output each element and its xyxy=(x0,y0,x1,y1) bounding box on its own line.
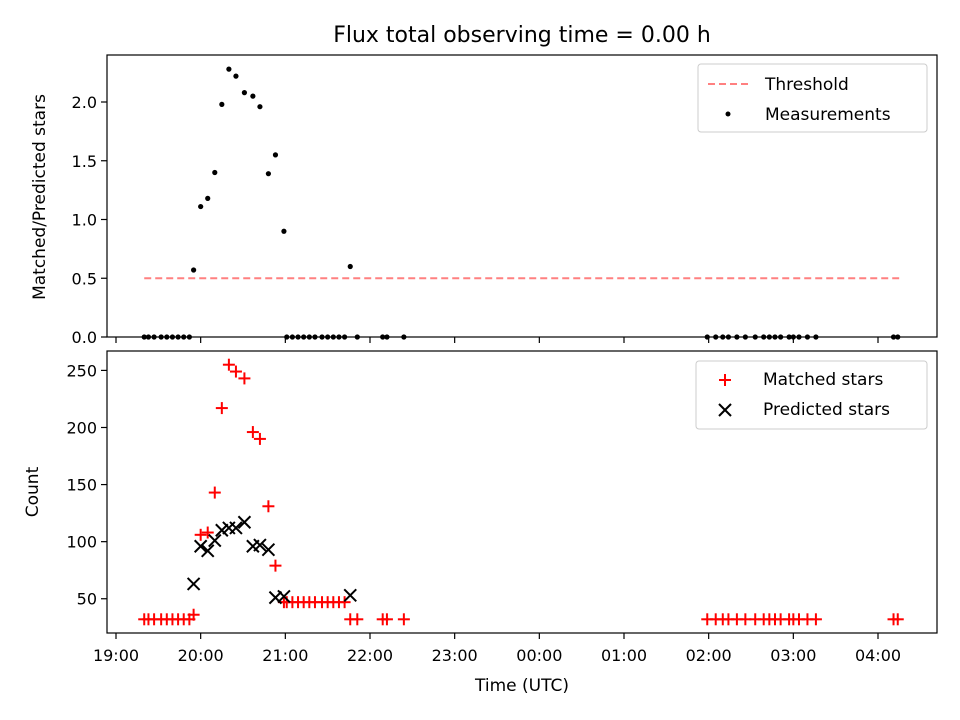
bottom-xtick-label: 22:00 xyxy=(347,646,393,665)
bottom-axes-frame xyxy=(106,350,938,634)
predicted-star-point xyxy=(208,533,222,548)
bottom-legend: Matched stars Predicted stars xyxy=(695,360,928,430)
measurement-point xyxy=(212,169,218,176)
bottom-xtick-label: 02:00 xyxy=(686,646,732,665)
bottom-xtick-label: 19:00 xyxy=(93,646,139,665)
top-ytick-label: 0.0 xyxy=(72,328,97,347)
matched-star-point xyxy=(246,426,259,439)
matched-star-point xyxy=(194,528,207,541)
measurement-point xyxy=(226,66,232,72)
threshold-legend-label: Threshold xyxy=(764,75,849,95)
predicted-legend-swatch xyxy=(718,403,732,417)
measurement-point xyxy=(272,152,279,158)
bottom-ytick-label: 250 xyxy=(66,361,97,380)
bottom-x-ticks: 19:00 20:00 21:00 22:00 23:00 00:00 01:00 02:00… xyxy=(93,633,901,665)
measurement-point xyxy=(205,195,211,201)
predicted-star-point xyxy=(261,542,276,557)
predicted-star-point xyxy=(229,521,243,535)
predicted-star-point xyxy=(277,589,291,604)
bottom-xtick-label: 04:00 xyxy=(855,646,901,665)
measurement-point xyxy=(281,228,287,234)
measurement-point xyxy=(265,171,271,177)
matched-star-point xyxy=(351,613,364,626)
predicted-star-point xyxy=(237,515,252,529)
measurement-point xyxy=(241,90,248,96)
matched-star-point xyxy=(380,613,393,626)
measurement-point xyxy=(191,267,197,273)
top-ytick-label: 1.0 xyxy=(72,211,97,230)
measurement-point xyxy=(347,263,353,270)
matched-legend-label: Matched stars xyxy=(763,370,883,390)
matched-star-point xyxy=(269,559,282,572)
measurement-point xyxy=(233,73,239,79)
bottom-xtick-label: 01:00 xyxy=(601,646,647,665)
top-plot-marks xyxy=(141,66,901,340)
bottom-xtick-label: 21:00 xyxy=(262,646,308,665)
predicted-star-point xyxy=(186,577,201,591)
matched-star-point xyxy=(229,365,242,378)
top-legend: Threshold Measurements xyxy=(697,63,928,133)
bottom-xtick-label: 23:00 xyxy=(432,646,478,665)
matched-star-point xyxy=(222,358,235,371)
matched-star-point xyxy=(891,613,904,626)
measurements-legend-swatch xyxy=(725,111,731,117)
count-panel: Count Time (UTC) 50 100 150 200 250 19:00 20:… xyxy=(23,350,938,696)
top-ytick-label: 1.5 xyxy=(72,152,97,171)
top-y-ticks: 0.0 0.5 1.0 1.5 2.0 xyxy=(72,93,107,347)
matched-star-point xyxy=(397,613,410,626)
bottom-ytick-label: 50 xyxy=(77,590,97,609)
measurements-legend-label: Measurements xyxy=(765,105,891,125)
top-axes-frame xyxy=(106,54,938,338)
matched-star-point xyxy=(215,402,228,415)
bottom-ytick-label: 150 xyxy=(66,476,97,495)
matched-legend-swatch xyxy=(719,374,731,386)
predicted-legend-label: Predicted stars xyxy=(763,400,890,420)
predicted-star-point xyxy=(201,544,215,558)
bottom-plot-marks xyxy=(138,358,904,626)
bottom-xlabel: Time (UTC) xyxy=(474,676,569,696)
matched-star-point xyxy=(238,372,251,385)
bottom-xtick-label: 03:00 xyxy=(770,646,816,665)
bottom-ytick-label: 200 xyxy=(66,418,97,437)
measurement-point xyxy=(198,203,204,210)
bottom-ytick-label: 100 xyxy=(66,533,97,552)
matched-star-point xyxy=(187,608,200,621)
bottom-ylabel: Count xyxy=(23,466,43,517)
predicted-star-point xyxy=(343,588,357,603)
bottom-xtick-label: 00:00 xyxy=(516,646,562,665)
matched-star-point xyxy=(262,500,275,513)
ratio-panel: Flux total observing time = 0.00 h Match… xyxy=(30,23,938,347)
chart-title: Flux total observing time = 0.00 h xyxy=(333,23,711,48)
matched-star-point xyxy=(253,432,266,445)
top-legend-box xyxy=(697,63,928,133)
matched-star-point xyxy=(338,596,351,609)
bottom-y-ticks: 50 100 150 200 250 xyxy=(66,361,107,609)
top-ytick-label: 0.5 xyxy=(72,269,97,288)
bottom-xtick-label: 20:00 xyxy=(178,646,224,665)
measurement-point xyxy=(257,104,263,110)
bottom-legend-box xyxy=(695,360,928,430)
measurement-point xyxy=(219,101,225,107)
top-x-ticks xyxy=(115,337,879,343)
matched-star-point xyxy=(208,486,221,499)
matched-star-point xyxy=(201,526,214,539)
predicted-star-point xyxy=(193,539,208,553)
measurement-point xyxy=(250,93,256,99)
top-ytick-label: 2.0 xyxy=(72,93,97,112)
predicted-star-point xyxy=(253,538,267,552)
top-ylabel: Matched/Predicted stars xyxy=(30,94,50,300)
matched-star-point xyxy=(809,613,822,626)
